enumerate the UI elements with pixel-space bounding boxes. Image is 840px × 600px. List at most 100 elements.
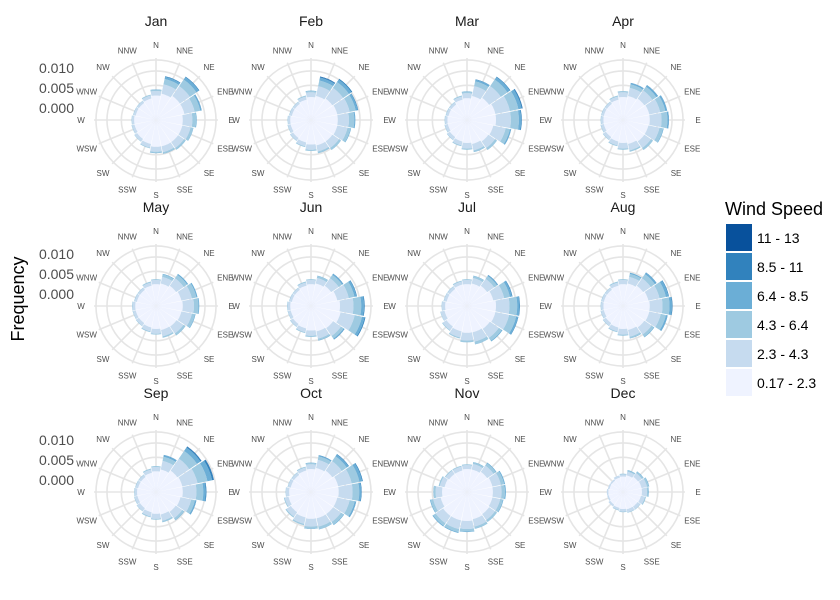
- wind-bar-ese-bin2: [186, 499, 195, 514]
- wind-bar-se-bin1: [481, 134, 496, 149]
- wind-bar-e-bin2: [646, 487, 649, 497]
- direction-label: NW: [96, 249, 110, 258]
- direction-label: ESE: [372, 331, 388, 340]
- direction-label: NE: [514, 249, 525, 258]
- wind-bar-ese-bin1: [489, 125, 506, 142]
- direction-label: N: [620, 41, 626, 50]
- direction-label: NE: [670, 435, 681, 444]
- direction-label: SSW: [273, 185, 292, 194]
- wind-bar-e-bin3: [353, 111, 356, 129]
- wind-bar-sse-bin0: [623, 492, 633, 510]
- wind-bar-sw-bin0: [138, 306, 156, 324]
- wind-bar-ne-bin0: [467, 471, 488, 492]
- wind-bar-ne-bin1: [324, 278, 339, 293]
- panel-title: Aug: [611, 199, 636, 215]
- direction-label: SW: [564, 169, 577, 178]
- wind-bar-ne-bin3: [177, 273, 189, 285]
- wind-bar-wsw-bin0: [290, 306, 311, 318]
- wind-bar-e-bin4: [667, 111, 669, 129]
- wind-bar-n-bin2: [151, 279, 161, 281]
- legend-label: 11 - 13: [757, 230, 800, 246]
- wind-bar-nne-bin2: [472, 462, 484, 469]
- wind-bar-sw-bin2: [602, 319, 610, 327]
- wind-bar-se-bin2: [175, 139, 186, 150]
- wind-bar-ne-bin2: [174, 274, 188, 288]
- wind-bar-n-bin3: [305, 462, 317, 464]
- wind-bar-nnw-bin0: [299, 99, 311, 120]
- direction-label: NW: [96, 63, 110, 72]
- direction-label: WSW: [387, 145, 408, 154]
- wind-bar-ene-bin0: [623, 291, 649, 306]
- wind-bar-sse-bin0: [311, 120, 326, 146]
- wind-bar-e-bin3: [360, 296, 365, 316]
- wind-bar-s-bin2: [619, 511, 627, 513]
- wind-bar-ese-bin0: [623, 492, 641, 503]
- legend-swatch: [726, 311, 752, 338]
- wind-bar-nne-bin3: [317, 275, 328, 281]
- wind-bar-ese-bin3: [189, 500, 197, 515]
- wind-bar-sw-bin2: [602, 133, 610, 141]
- direction-label: W: [388, 488, 396, 497]
- wind-bar-sse-bin0: [467, 492, 483, 520]
- wind-bar-wsw-bin2: [134, 496, 138, 505]
- direction-label: ESE: [217, 331, 233, 340]
- wind-bar-wsw-bin1: [284, 496, 292, 507]
- wind-bar-se-bin1: [482, 507, 496, 521]
- wind-bar-ne-bin3: [636, 471, 644, 479]
- wind-bar-s-bin2: [617, 334, 629, 336]
- wind-bar-ene-bin3: [498, 470, 506, 485]
- wind-bar-e-bin0: [623, 301, 650, 311]
- direction-label: SSW: [273, 371, 292, 380]
- wind-bar-wnw-bin1: [134, 294, 140, 302]
- wind-bar-nne-bin1: [626, 471, 635, 478]
- wind-bar-ene-bin0: [156, 291, 182, 306]
- wind-bar-s-bin0: [461, 492, 473, 521]
- wind-bar-e-bin3: [202, 482, 206, 502]
- panel-title: Jul: [458, 199, 476, 215]
- direction-label: ENE: [372, 87, 388, 96]
- wind-bar-ssw-bin1: [449, 327, 462, 338]
- direction-label: ENE: [217, 273, 233, 282]
- wind-bar-nw-bin1: [445, 470, 455, 480]
- wind-bar-nw-bin1: [610, 479, 616, 485]
- wind-bar-ne-bin0: [623, 476, 639, 492]
- wind-bar-nw-bin1: [449, 102, 457, 110]
- legend-title: Wind Speed: [725, 199, 823, 219]
- wind-bar-e-bin3: [648, 487, 649, 497]
- wind-bar-ese-bin0: [156, 120, 183, 135]
- wind-bar-nw-bin0: [139, 289, 156, 306]
- wind-bar-se-bin2: [331, 326, 344, 339]
- direction-label: SW: [97, 169, 110, 178]
- wind-bar-s-bin0: [618, 120, 628, 143]
- wind-bar-se-bin1: [171, 135, 185, 149]
- wind-bar-nw-bin1: [291, 472, 300, 481]
- wind-bar-n-bin2: [151, 466, 161, 468]
- direction-label: NW: [251, 249, 265, 258]
- wind-bar-e-bin2: [510, 110, 519, 130]
- direction-label: WSW: [231, 145, 252, 154]
- wind-bar-se-bin2: [331, 512, 344, 525]
- wind-bar-nnw-bin1: [452, 466, 463, 474]
- direction-label: SE: [204, 355, 215, 364]
- wind-bar-ese-bin3: [344, 128, 352, 143]
- direction-label: SW: [252, 355, 265, 364]
- direction-label: SW: [408, 541, 421, 550]
- direction-label: W: [232, 488, 240, 497]
- wind-bar-sse-bin0: [467, 306, 482, 333]
- wind-bar-e-bin3: [504, 484, 506, 500]
- direction-label: SSW: [118, 557, 137, 566]
- direction-label: NE: [514, 63, 525, 72]
- wind-bar-s-bin2: [150, 333, 162, 335]
- wind-bar-ne-bin0: [156, 470, 178, 492]
- wind-bar-e-bin1: [337, 112, 349, 128]
- wind-bar-wsw-bin1: [132, 310, 139, 319]
- direction-label: NNE: [643, 233, 660, 242]
- direction-label: SSE: [644, 371, 660, 380]
- panel-apr: Apr N NNE NE ENE E ESE SE SSE S SSW SW WSW W WNW NW NNW: [543, 13, 700, 200]
- direction-label: SW: [97, 541, 110, 550]
- wind-bar-e-bin0: [311, 486, 339, 498]
- panel-title: Feb: [299, 13, 323, 29]
- wind-bar-wsw-bin1: [134, 495, 141, 504]
- wind-bar-ne-bin1: [170, 458, 190, 478]
- wind-bar-ese-bin2: [495, 498, 503, 513]
